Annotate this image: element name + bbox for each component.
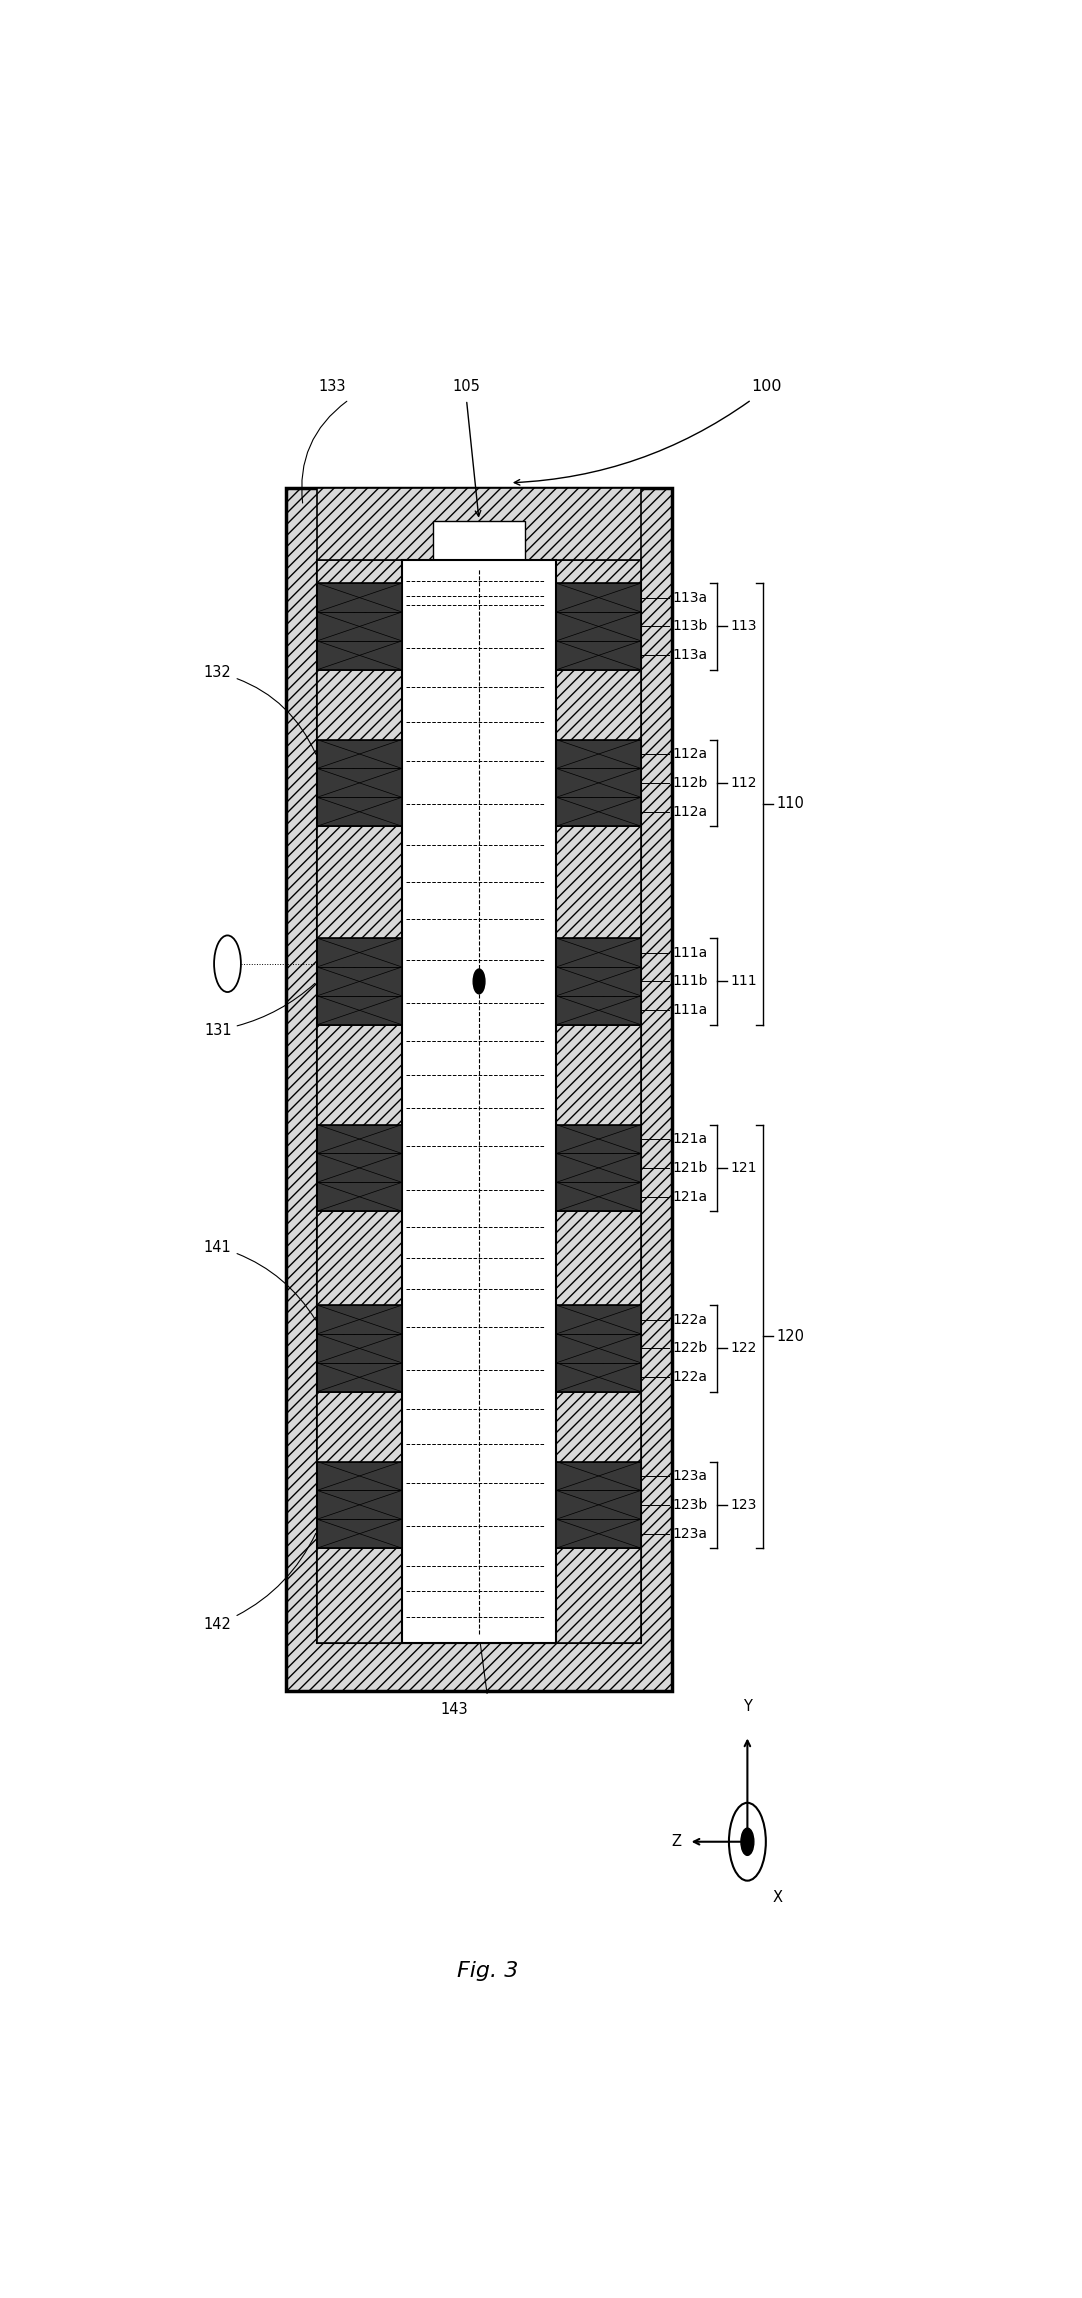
Bar	[556, 1462, 641, 1549]
Text: 111a: 111a	[672, 1004, 708, 1018]
Bar	[317, 1462, 401, 1549]
Bar	[317, 797, 401, 827]
Bar	[556, 740, 641, 768]
Text: 113: 113	[730, 620, 756, 634]
Bar	[317, 1305, 401, 1393]
Text: 112a: 112a	[672, 804, 708, 818]
Bar	[317, 768, 401, 797]
Text: 112: 112	[730, 777, 756, 791]
Bar	[556, 1124, 641, 1211]
Bar	[556, 768, 641, 797]
Text: 123b: 123b	[672, 1498, 708, 1512]
Bar	[556, 1154, 641, 1183]
Text: 111: 111	[730, 974, 756, 988]
Bar	[556, 1519, 641, 1549]
Bar	[556, 1305, 641, 1393]
Bar	[556, 561, 641, 1643]
Bar	[556, 995, 641, 1025]
Text: 121b: 121b	[672, 1160, 708, 1174]
Bar	[317, 1305, 401, 1333]
Text: 100: 100	[752, 379, 782, 393]
Bar	[317, 1333, 401, 1363]
Bar	[286, 487, 672, 1691]
Bar	[556, 1363, 641, 1393]
Bar	[556, 938, 641, 1025]
Bar	[556, 641, 641, 669]
Text: 112a: 112a	[672, 747, 708, 761]
Text: 123a: 123a	[672, 1526, 708, 1540]
Text: 122b: 122b	[672, 1342, 708, 1356]
Bar	[433, 522, 526, 561]
Bar	[317, 584, 401, 669]
Bar	[317, 1519, 401, 1549]
Bar	[556, 584, 641, 669]
Text: 112b: 112b	[672, 777, 708, 791]
Text: 131: 131	[204, 984, 315, 1036]
Text: 122a: 122a	[672, 1370, 708, 1383]
Bar	[556, 938, 641, 967]
Text: Y: Y	[743, 1698, 752, 1714]
Text: 113a: 113a	[672, 648, 708, 662]
Bar	[556, 797, 641, 827]
Text: 120: 120	[776, 1328, 804, 1344]
Bar	[317, 1462, 401, 1491]
Text: 111b: 111b	[672, 974, 708, 988]
Bar	[556, 611, 641, 641]
Bar	[317, 938, 401, 1025]
Text: X: X	[773, 1889, 782, 1905]
Bar	[317, 740, 401, 827]
Text: Fig. 3: Fig. 3	[457, 1960, 518, 1981]
Text: 113b: 113b	[672, 620, 708, 634]
Bar	[317, 1363, 401, 1393]
Bar	[317, 1124, 401, 1154]
Bar	[556, 584, 641, 611]
Text: 142: 142	[203, 1533, 316, 1632]
Bar	[317, 611, 401, 641]
Bar	[317, 1491, 401, 1519]
Bar	[317, 938, 401, 967]
Bar	[317, 740, 401, 768]
Bar	[556, 1462, 641, 1491]
Text: 105: 105	[452, 379, 480, 393]
Bar	[317, 487, 641, 561]
Text: 123: 123	[730, 1498, 756, 1512]
Bar	[556, 1491, 641, 1519]
Circle shape	[473, 970, 485, 993]
Text: 121a: 121a	[672, 1190, 708, 1204]
Text: 133: 133	[318, 379, 346, 393]
Bar	[556, 1183, 641, 1211]
Bar	[317, 584, 401, 611]
Text: 123a: 123a	[672, 1468, 708, 1482]
Text: 121a: 121a	[672, 1133, 708, 1147]
Bar	[317, 561, 401, 1643]
Bar	[317, 1183, 401, 1211]
Text: 121: 121	[730, 1160, 756, 1174]
Text: 122a: 122a	[672, 1312, 708, 1326]
Bar	[317, 1124, 401, 1211]
Circle shape	[741, 1829, 754, 1854]
Bar	[317, 641, 401, 669]
Text: 141: 141	[203, 1239, 316, 1319]
Bar	[317, 995, 401, 1025]
Bar	[556, 967, 641, 995]
Bar	[556, 740, 641, 827]
Bar	[401, 561, 556, 1643]
Text: 110: 110	[776, 797, 804, 811]
Bar	[556, 1305, 641, 1333]
Bar	[556, 1124, 641, 1154]
Text: 132: 132	[203, 666, 316, 754]
Text: Z: Z	[671, 1834, 681, 1850]
Bar	[317, 561, 641, 1643]
Bar	[317, 1154, 401, 1183]
Bar	[317, 967, 401, 995]
Text: 111a: 111a	[672, 944, 708, 961]
Text: 113a: 113a	[672, 591, 708, 604]
Text: 143: 143	[440, 1703, 467, 1717]
Text: 122: 122	[730, 1342, 756, 1356]
Bar	[556, 1333, 641, 1363]
